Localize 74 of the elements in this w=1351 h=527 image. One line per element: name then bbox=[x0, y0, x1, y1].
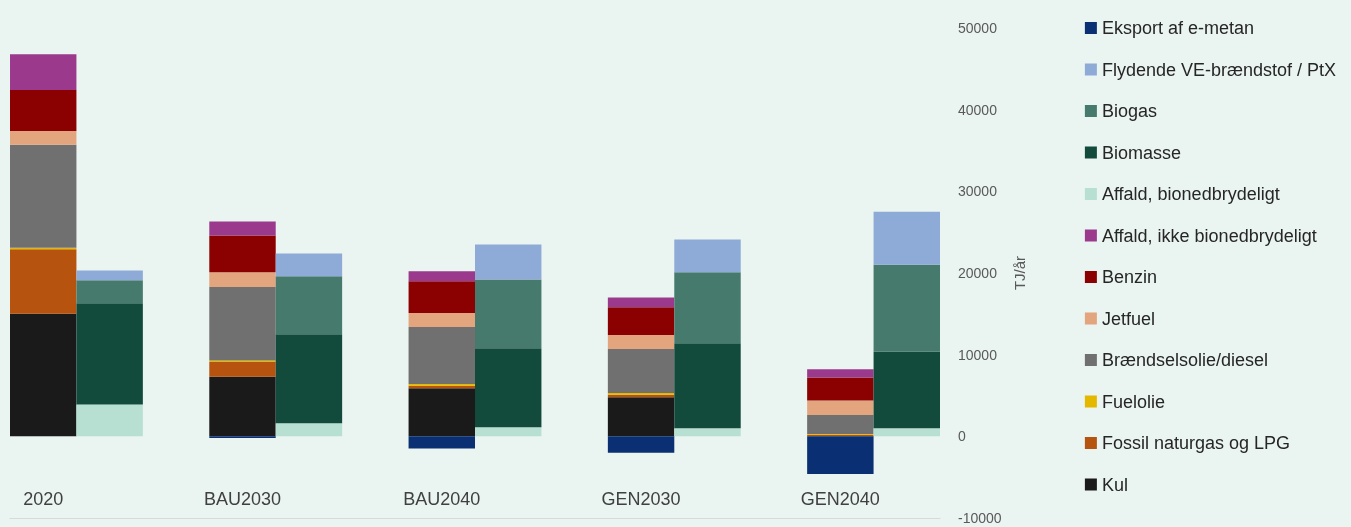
bar bbox=[607, 297, 675, 308]
legend-label: Kul bbox=[1101, 474, 1128, 495]
bar bbox=[475, 244, 542, 280]
legend-label: Flydende VE-brændstof / PtX bbox=[1101, 59, 1337, 80]
bar bbox=[209, 376, 276, 437]
bar bbox=[76, 404, 143, 437]
x-tick-label: GEN2040 bbox=[800, 489, 880, 509]
bar bbox=[607, 307, 675, 336]
bar bbox=[807, 377, 874, 401]
bar bbox=[209, 272, 276, 287]
y-tick-label: 0 bbox=[958, 428, 966, 445]
bar bbox=[674, 428, 741, 437]
bar bbox=[674, 343, 741, 429]
bar bbox=[209, 221, 276, 236]
bar bbox=[807, 415, 874, 434]
bar bbox=[76, 270, 143, 281]
bar bbox=[275, 253, 343, 277]
bar bbox=[10, 90, 77, 131]
bar bbox=[408, 281, 475, 314]
bar bbox=[209, 362, 276, 377]
x-tick-label: GEN2030 bbox=[601, 489, 681, 509]
legend-label: Benzin bbox=[1101, 267, 1157, 287]
bar bbox=[408, 388, 475, 437]
y-tick-label: 10000 bbox=[958, 346, 998, 363]
bar bbox=[873, 211, 940, 265]
legend-label: Affald, ikke bionedbrydeligt bbox=[1101, 225, 1317, 246]
bar bbox=[674, 272, 741, 344]
bar bbox=[807, 400, 874, 416]
bar bbox=[873, 264, 940, 352]
legend-label: Fuelolie bbox=[1101, 391, 1165, 412]
legend-label: Brændselsolie/diesel bbox=[1101, 350, 1268, 370]
y-tick-label: 20000 bbox=[958, 265, 998, 281]
legend-label: Eksport af e-metan bbox=[1101, 18, 1254, 38]
x-tick-label: BAU2030 bbox=[203, 489, 282, 509]
y-axis-title: TJ/år bbox=[1011, 255, 1029, 291]
y-tick-label: 40000 bbox=[958, 101, 998, 118]
bar bbox=[209, 235, 276, 273]
bar bbox=[275, 423, 343, 437]
bar bbox=[408, 271, 475, 282]
bar bbox=[607, 397, 675, 437]
bar bbox=[475, 279, 542, 349]
legend-label: Jetfuel bbox=[1101, 308, 1155, 329]
bar bbox=[76, 280, 143, 304]
bar bbox=[807, 436, 874, 474]
bar bbox=[674, 239, 741, 273]
bar bbox=[607, 348, 675, 394]
bar bbox=[10, 130, 77, 145]
bar bbox=[408, 313, 475, 327]
bar bbox=[607, 335, 675, 349]
bar bbox=[475, 427, 542, 437]
legend-label: Biogas bbox=[1101, 101, 1157, 121]
legend-label: Fossil naturgas og LPG bbox=[1101, 433, 1290, 453]
y-tick-label: -10000 bbox=[958, 510, 1002, 526]
bar bbox=[10, 249, 77, 314]
bar bbox=[10, 313, 77, 437]
x-tick-label: 2020 bbox=[23, 489, 64, 509]
bar bbox=[408, 436, 475, 449]
bar bbox=[873, 351, 940, 429]
bar bbox=[807, 369, 874, 378]
legend-label: Affald, bionedbrydeligt bbox=[1101, 184, 1280, 204]
legend-label: Biomasse bbox=[1101, 142, 1181, 163]
bar bbox=[873, 428, 940, 437]
bar bbox=[209, 286, 276, 361]
bar bbox=[475, 348, 542, 428]
bar bbox=[10, 144, 77, 248]
x-tick-label: BAU2040 bbox=[403, 489, 481, 509]
y-tick-label: 50000 bbox=[958, 20, 998, 36]
bar bbox=[275, 334, 343, 424]
bar bbox=[76, 303, 143, 405]
bar bbox=[275, 276, 343, 335]
y-tick-label: 30000 bbox=[958, 183, 998, 200]
bar bbox=[607, 436, 675, 453]
bar bbox=[10, 54, 77, 91]
bar bbox=[408, 326, 475, 385]
